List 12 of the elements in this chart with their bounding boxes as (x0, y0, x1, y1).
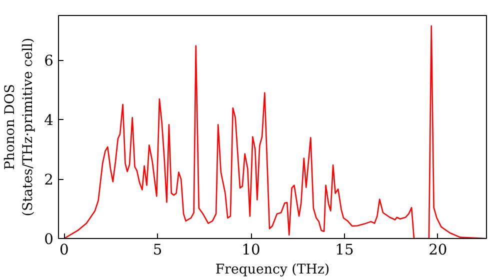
x-tick-label: 10 (242, 242, 260, 258)
line-series (63, 25, 486, 238)
y-axis-title: Phonon DOS (States/THz·primitive cell) (3, 38, 36, 216)
y-tick-label: 2 (44, 172, 54, 189)
x-tick-label: 20 (428, 242, 448, 258)
x-axis-title: Frequency (THz) (215, 262, 330, 278)
y-tick-label: 0 (44, 231, 54, 248)
x-tick-label: 15 (335, 242, 354, 258)
x-tick-label: 5 (152, 242, 162, 258)
x-tick-label: 0 (59, 242, 69, 258)
y-tick-label: 4 (44, 112, 54, 130)
y-tick-label: 6 (44, 52, 54, 70)
